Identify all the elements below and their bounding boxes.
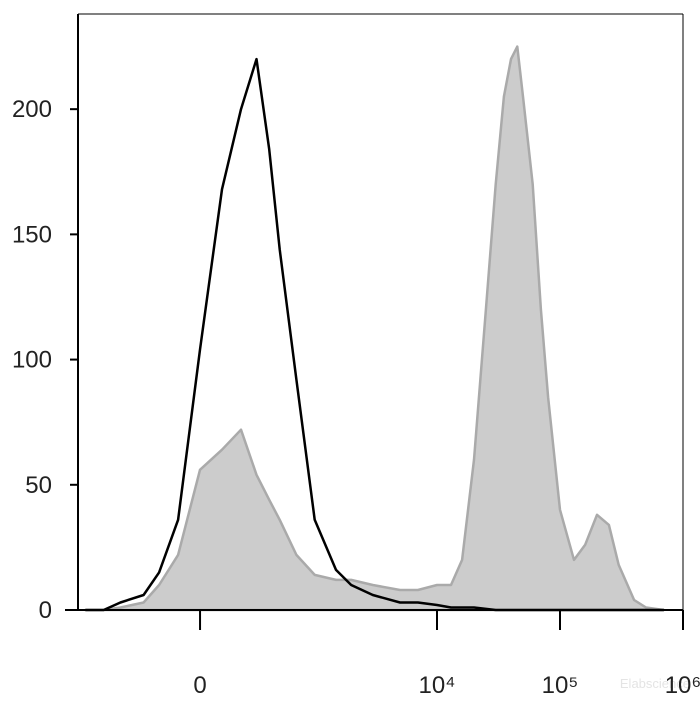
x-tick-label: 10⁶	[665, 672, 700, 699]
y-tick-label: 100	[12, 347, 52, 374]
watermark: Elabscience	[620, 676, 690, 691]
y-tick-label: 50	[25, 472, 52, 499]
histogram-line	[85, 57, 664, 612]
histogram-area	[84, 45, 666, 612]
y-tick-label: 0	[39, 597, 52, 624]
y-tick-label: 150	[12, 221, 52, 248]
x-tick-label: 10⁴	[418, 672, 455, 699]
y-tick-label: 200	[12, 96, 52, 123]
x-tick-label: 10⁵	[542, 672, 579, 699]
x-tick-label: 0	[193, 672, 206, 699]
